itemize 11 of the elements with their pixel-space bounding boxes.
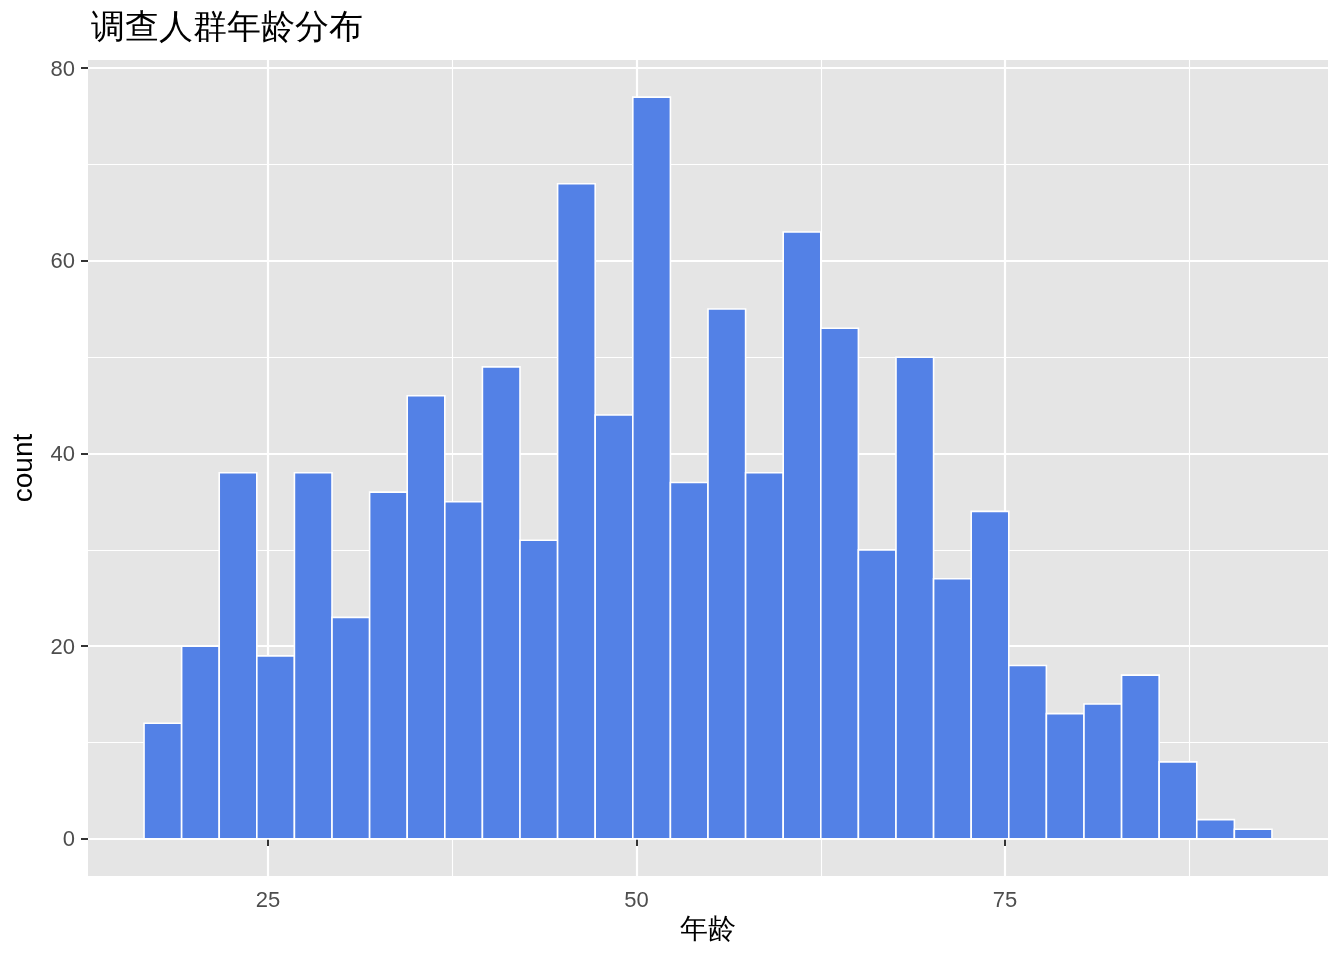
y-tick-label: 0 xyxy=(62,826,75,852)
y-tick-label: 40 xyxy=(50,441,75,467)
x-tick-label: 50 xyxy=(624,886,649,912)
x-tick-label: 75 xyxy=(992,886,1018,912)
x-axis-title: 年龄 xyxy=(680,913,736,945)
y-tick-label: 20 xyxy=(50,633,75,659)
chart-title: 调查人群年龄分布 xyxy=(91,7,363,45)
x-tick-label: 25 xyxy=(255,886,281,912)
y-axis-title: count xyxy=(6,433,38,503)
y-tick-label: 60 xyxy=(50,248,75,274)
y-tick-label: 80 xyxy=(50,55,75,81)
